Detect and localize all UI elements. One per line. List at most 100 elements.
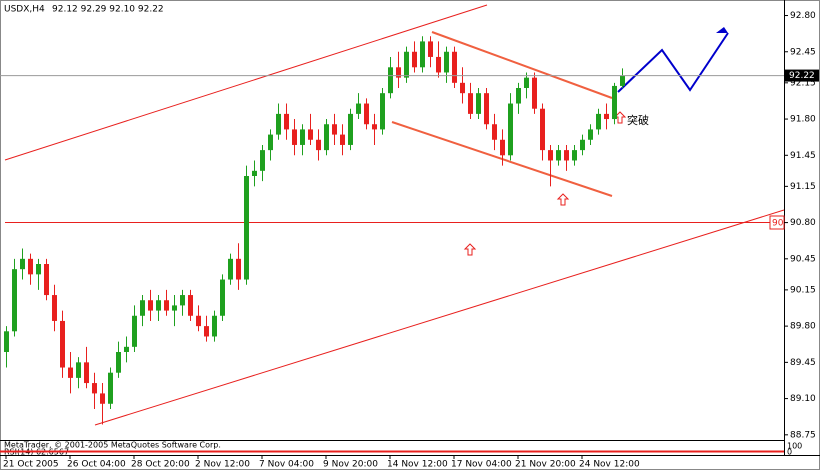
ohlc: 92.12 92.29 92.10 92.22	[52, 5, 164, 15]
flag-upper	[431, 31, 613, 99]
y-tick-label: 90.15	[790, 285, 816, 295]
candle-body	[460, 82, 465, 94]
candle-body	[60, 320, 65, 368]
candle-body	[268, 134, 273, 151]
candle-body	[116, 352, 121, 373]
candle-body	[228, 258, 233, 280]
candle-body	[204, 326, 209, 337]
candle-body	[580, 139, 585, 151]
x-tick-label: 24 Nov 12:00	[579, 460, 640, 470]
candle-body	[604, 113, 609, 120]
candle-body	[284, 113, 289, 130]
candle-body	[236, 258, 241, 280]
candle-body	[124, 346, 129, 352]
x-tick-label: 9 Nov 20:00	[323, 460, 378, 470]
y-tick-label: 90.80	[790, 218, 816, 228]
rsi-tick-label: 0	[787, 448, 792, 457]
last-price-box	[785, 69, 819, 82]
y-tick-label: 92.45	[790, 47, 816, 57]
x-tick-label: 21 Nov 20:00	[515, 460, 576, 470]
y-tick-label: 90.45	[790, 254, 816, 264]
candle-body	[524, 77, 529, 88]
channel-upper	[4, 4, 488, 161]
candle-body	[84, 362, 89, 384]
candle-body	[180, 295, 185, 306]
y-tick-label: 89.45	[790, 358, 816, 368]
candle-body	[308, 129, 313, 140]
candle-body	[316, 139, 321, 151]
candle-body	[4, 331, 9, 352]
candle-body	[164, 300, 169, 311]
candle-body	[252, 170, 257, 176]
hline-label: 90	[772, 219, 784, 229]
candle-body	[588, 129, 593, 140]
x-tick-label: 2 Nov 12:00	[195, 460, 250, 470]
symbol: USDX,H4	[4, 5, 45, 15]
candle-body	[196, 315, 201, 327]
candle-body	[436, 56, 441, 73]
candle-body	[100, 393, 105, 404]
candle-body	[420, 41, 425, 68]
candle-body	[156, 300, 161, 311]
candle-body	[388, 67, 393, 94]
candle-body	[108, 372, 113, 404]
candle-body	[516, 88, 521, 104]
candle-body	[372, 124, 377, 130]
candle-body	[428, 41, 433, 57]
candle-body	[404, 51, 409, 78]
annotation: 突破	[627, 113, 649, 127]
rsi-tick-label: 100	[787, 442, 802, 451]
candle-body	[348, 113, 353, 145]
candle-body	[572, 150, 577, 161]
candle-body	[548, 150, 553, 161]
arrow-icon	[463, 243, 477, 256]
candle-body	[212, 315, 217, 337]
forecast-arrowhead	[716, 27, 728, 33]
candle-body	[92, 383, 97, 394]
candle-body	[188, 295, 193, 316]
arrow-icon	[556, 193, 570, 206]
candle-body	[220, 279, 225, 316]
y-tick-label: 92.80	[790, 11, 816, 21]
candle-body	[300, 129, 305, 145]
candle-body	[484, 93, 489, 125]
candle-body	[444, 51, 449, 73]
y-tick-label: 91.80	[790, 115, 816, 125]
copyright: MetaTrader, © 2001-2005 MetaQuotes Softw…	[4, 441, 221, 450]
candle-body	[468, 93, 473, 114]
candle-body	[244, 176, 249, 280]
x-tick-label: 17 Nov 04:00	[451, 460, 512, 470]
y-tick-label: 91.45	[790, 151, 816, 161]
candle-body	[324, 124, 329, 151]
candle-body	[596, 113, 601, 130]
candle-body	[364, 103, 369, 125]
candle-body	[44, 264, 49, 296]
candle-body	[76, 362, 81, 378]
y-tick-label: 89.10	[790, 394, 816, 404]
candle-body	[356, 103, 361, 114]
candle-body	[476, 93, 481, 114]
candle-body	[260, 150, 265, 171]
x-tick-label: 26 Oct 04:00	[67, 460, 126, 470]
candle-body	[620, 75, 625, 86]
candle-body	[396, 67, 401, 78]
candle-body	[20, 258, 25, 270]
candle-body	[36, 264, 41, 275]
y-tick-label: 88.75	[790, 430, 816, 440]
candle-body	[452, 51, 457, 83]
x-tick-label: 14 Nov 12:00	[387, 460, 448, 470]
candle-body	[508, 103, 513, 156]
candle-body	[148, 300, 153, 311]
candle-body	[340, 134, 345, 145]
x-tick-label: 28 Oct 20:00	[131, 460, 190, 470]
candle-body	[532, 77, 537, 109]
candle-body	[612, 85, 617, 120]
forecast-line	[617, 32, 729, 93]
candle-body	[540, 108, 545, 151]
candle-body	[492, 124, 497, 140]
candle-body	[276, 113, 281, 135]
y-tick-label: 91.15	[790, 182, 816, 192]
